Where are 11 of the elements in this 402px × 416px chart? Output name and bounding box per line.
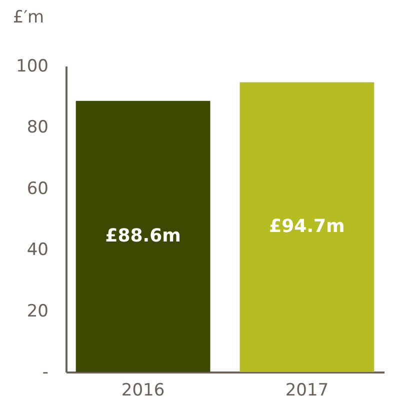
y-tick-label: - (42, 362, 48, 382)
y-tick-label: 40 (26, 240, 48, 260)
y-axis-title: £′m (12, 8, 44, 28)
data-label: £88.6m (105, 225, 181, 246)
x-tick-label: 2017 (285, 380, 329, 400)
y-tick-label: 60 (26, 178, 48, 199)
x-tick-label: 2016 (121, 380, 165, 400)
data-label: £94.7m (269, 216, 345, 238)
y-tick-label: 80 (26, 118, 48, 138)
y-tick-label: 20 (26, 301, 48, 322)
y-tick-label: 100 (16, 56, 48, 76)
